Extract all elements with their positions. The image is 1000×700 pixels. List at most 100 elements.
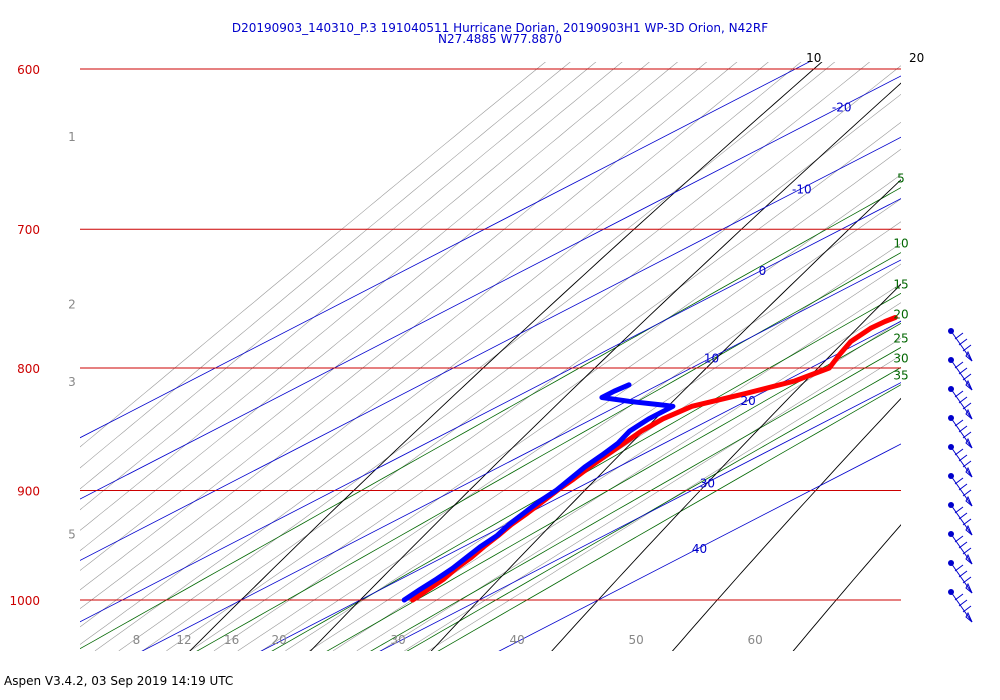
wind-barb-pennant	[965, 495, 973, 507]
wind-barb-shaft	[950, 417, 973, 449]
pressure-label: 900	[17, 484, 40, 498]
height-label: 5	[68, 527, 76, 541]
wind-barb-pennant	[965, 437, 973, 449]
mixing-ratio-label: 30	[893, 351, 908, 365]
moist-adiabat-line	[166, 121, 901, 651]
isotherm-line	[80, 136, 901, 561]
wind-barb	[948, 531, 973, 565]
pressure-label: 700	[17, 223, 40, 237]
wind-barb-feather	[958, 396, 968, 404]
wind-barb-feather	[954, 419, 964, 427]
wind-barb-feather	[962, 489, 972, 497]
moist-adiabat-line	[80, 62, 738, 591]
moist-adiabat-line	[142, 93, 901, 651]
isotherm-label: -20	[832, 100, 852, 114]
wind-barb-feather	[958, 541, 968, 549]
dry-adiabat-line	[189, 62, 823, 651]
temperature-profile	[410, 315, 898, 603]
isotherm-line	[80, 198, 901, 623]
moist-adiabat-line	[80, 62, 836, 645]
wind-barb-shaft	[950, 475, 973, 507]
isotherm-line	[498, 443, 901, 651]
moist-adiabat-line	[356, 302, 901, 651]
wind-barb	[948, 444, 973, 478]
bottom-temp-label: 16	[224, 633, 239, 647]
wind-barb-feather	[958, 570, 968, 578]
mixing-ratio-line	[406, 366, 901, 651]
wind-barb-feather	[954, 332, 964, 340]
wind-barb-feather	[954, 506, 964, 514]
moist-adiabat-line	[80, 62, 679, 552]
bottom-temp-label: 20	[272, 633, 287, 647]
dry-adiabat-line	[671, 397, 901, 651]
wind-barb-feather	[958, 512, 968, 520]
isotherm-label: -10	[792, 182, 812, 196]
wind-barb-pennant	[965, 379, 973, 391]
wind-barb-feather	[962, 460, 972, 468]
footer-text: Aspen V3.4.2, 03 Sep 2019 14:19 UTC	[4, 674, 234, 688]
height-label: 2	[68, 298, 76, 312]
wind-barb-feather	[958, 599, 968, 607]
moist-adiabat-line	[94, 62, 871, 651]
moist-adiabat-line	[190, 148, 901, 651]
moist-adiabat-line	[332, 283, 901, 651]
wind-barb-feather	[958, 483, 968, 491]
isotherm-label: 30	[700, 476, 715, 490]
bottom-temp-label: 30	[391, 633, 406, 647]
wind-barb	[948, 386, 973, 420]
dry-adiabat-label: 20	[909, 51, 924, 65]
wind-barb	[948, 589, 973, 623]
wind-barb-feather	[962, 373, 972, 381]
moist-adiabat-line	[80, 62, 802, 628]
bottom-temp-label: 40	[510, 633, 525, 647]
isotherm-line	[80, 62, 810, 439]
bottom-temp-label: 60	[748, 633, 763, 647]
wind-barb	[948, 502, 973, 536]
mixing-ratio-label: 35	[893, 369, 908, 383]
wind-barb-pennant	[965, 582, 973, 594]
wind-barb-pennant	[965, 350, 973, 362]
wind-barb-feather	[954, 448, 964, 456]
wind-barb	[948, 473, 973, 507]
isotherm-label: 10	[704, 352, 719, 366]
dry-adiabat-line	[430, 179, 901, 651]
moist-adiabat-line	[213, 174, 901, 651]
wind-barb-feather	[954, 477, 964, 485]
wind-barb-shaft	[950, 359, 973, 391]
wind-barb-feather	[958, 425, 968, 433]
wind-barb-shaft	[950, 591, 973, 623]
wind-barb-feather	[958, 367, 968, 375]
mixing-ratio-line	[326, 322, 901, 651]
isotherm-line	[260, 320, 901, 651]
wind-barb	[948, 328, 973, 362]
wind-barb-feather	[954, 593, 964, 601]
wind-barb-shaft	[950, 330, 973, 362]
moist-adiabat-line	[309, 263, 901, 651]
moist-adiabat-line	[118, 65, 901, 651]
wind-barb-pennant	[965, 466, 973, 478]
isotherm-line	[80, 75, 901, 500]
pressure-label: 1000	[9, 594, 40, 608]
wind-barb-feather	[962, 431, 972, 439]
moist-adiabat-line	[428, 354, 901, 651]
height-label: 3	[68, 375, 76, 389]
wind-barb-shaft	[950, 446, 973, 478]
mixing-ratio-label: 10	[893, 237, 908, 251]
moist-adiabat-line	[404, 337, 901, 651]
chart-subtitle: N27.4885 W77.8870	[438, 32, 562, 46]
wind-barb	[948, 357, 973, 391]
wind-barb-shaft	[950, 504, 973, 536]
dry-adiabat-line	[792, 524, 901, 651]
wind-barb-feather	[962, 344, 972, 352]
wind-barb-feather	[958, 338, 968, 346]
moist-adiabat-line	[285, 243, 901, 651]
height-label: 1	[68, 130, 76, 144]
wind-barb-feather	[954, 535, 964, 543]
wind-barb-pennant	[965, 408, 973, 420]
wind-barb-feather	[962, 605, 972, 613]
wind-barb-pennant	[965, 611, 973, 623]
wind-barb-pennant	[965, 524, 973, 536]
bottom-temp-label: 50	[629, 633, 644, 647]
wind-barb-feather	[962, 547, 972, 555]
